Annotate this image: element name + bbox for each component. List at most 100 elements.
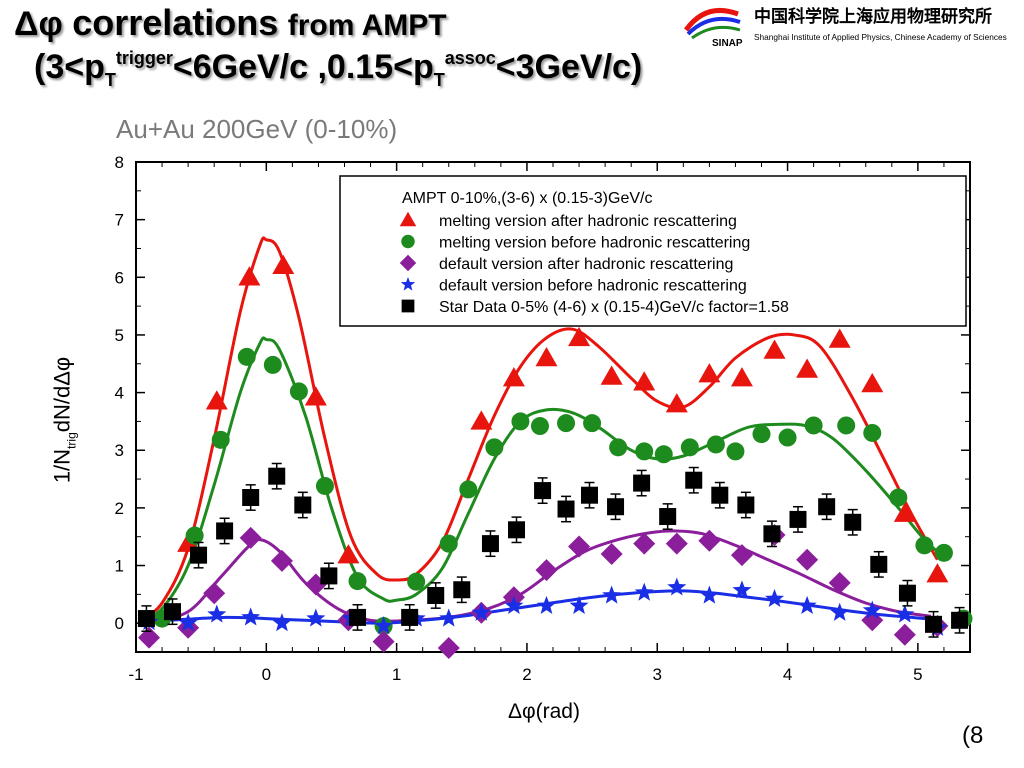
data-point-square — [925, 615, 943, 633]
data-point-star — [699, 585, 719, 604]
y-axis-label: 1/NtrigdN/dΔφ — [50, 357, 79, 483]
collision-system-label: Au+Au 200GeV (0-10%) — [116, 114, 398, 144]
data-point-square — [534, 482, 552, 500]
data-point-triangle — [861, 372, 884, 393]
data-point-square — [633, 474, 651, 492]
data-point-circle — [680, 438, 699, 457]
data-point-square — [870, 555, 888, 573]
data-point-square — [242, 489, 260, 507]
data-point-diamond — [372, 630, 395, 653]
data-point-triangle — [502, 367, 525, 387]
data-point-triangle — [828, 328, 851, 348]
y-tick-label: 8 — [115, 153, 124, 172]
data-point-diamond — [437, 636, 460, 659]
data-point-triangle — [238, 266, 261, 286]
legend-marker-diamond — [399, 254, 417, 272]
data-point-circle — [635, 442, 654, 461]
x-tick-label: 0 — [262, 665, 271, 684]
data-point-star — [765, 588, 785, 608]
data-point-diamond — [239, 526, 262, 549]
legend-label: melting version after hadronic rescatter… — [439, 213, 737, 230]
data-point-triangle — [600, 365, 623, 385]
data-point-triangle — [796, 358, 819, 378]
data-point-star — [862, 600, 882, 619]
data-point-diamond — [893, 623, 916, 646]
data-point-circle — [237, 347, 256, 366]
data-point-circle — [459, 480, 478, 499]
y-tick-label: 3 — [115, 441, 124, 460]
data-point-star — [536, 595, 556, 614]
legend-label: default version after hadronic rescatter… — [439, 256, 733, 273]
x-axis-label: Δφ(rad) — [508, 700, 580, 723]
data-point-star — [374, 616, 394, 635]
data-point-square — [216, 522, 234, 540]
y-tick-label: 1 — [115, 557, 124, 576]
data-point-star — [732, 580, 752, 599]
data-point-diamond — [828, 571, 851, 594]
sinap-abbrev: SINAP — [712, 38, 743, 49]
title-main: correlations — [72, 2, 279, 43]
data-point-square — [294, 496, 312, 514]
data-point-square — [580, 486, 598, 504]
data-point-square — [427, 587, 445, 605]
y-tick-label: 0 — [115, 614, 124, 633]
data-point-circle — [609, 438, 628, 457]
data-point-circle — [211, 430, 230, 449]
data-point-star — [178, 613, 198, 632]
legend-header: AMPT 0-10%,(3-6) x (0.15-3)GeV/c — [402, 190, 652, 207]
data-point-square — [401, 608, 419, 626]
y-tick-label: 4 — [115, 384, 124, 403]
data-point-triangle — [633, 371, 656, 391]
model-curve-2 — [148, 529, 932, 624]
data-point-triangle — [568, 326, 591, 347]
data-point-square — [737, 496, 755, 514]
data-point-circle — [934, 543, 953, 562]
legend-label: melting version before hadronic rescatte… — [439, 235, 750, 252]
data-point-square — [453, 581, 471, 599]
cuts-sub2: T — [433, 70, 445, 90]
y-axis-label-pre: 1/N — [49, 448, 75, 484]
y-tick-label: 6 — [115, 268, 124, 287]
data-point-triangle — [272, 254, 295, 275]
data-point-square — [898, 584, 916, 602]
data-point-triangle — [763, 339, 786, 359]
legend-label: Star Data 0-5% (4-6) x (0.15-4)GeV/c fac… — [439, 299, 789, 316]
data-point-star — [602, 585, 622, 604]
y-axis-label-post: dN/dΔφ — [49, 356, 75, 433]
data-point-triangle — [730, 367, 753, 387]
legend-marker-star — [400, 277, 416, 291]
data-point-circle — [348, 572, 367, 591]
kinematic-cuts-title: (3<pTtrigger<6GeV/c ,0.15<pTassoc<3GeV/c… — [34, 48, 642, 91]
legend-marker-circle — [401, 234, 415, 249]
data-point-square — [557, 500, 575, 518]
data-point-square — [268, 467, 286, 485]
data-point-circle — [439, 534, 458, 553]
cuts-sub1: T — [104, 70, 116, 90]
title-delta-phi: Δφ — [14, 5, 63, 43]
data-point-triangle — [698, 363, 721, 383]
x-tick-label: 5 — [913, 665, 922, 684]
x-tick-label: 2 — [522, 665, 531, 684]
slide-number: (8 — [962, 722, 984, 749]
data-point-triangle — [304, 386, 327, 406]
data-point-star — [272, 613, 292, 632]
data-point-star — [471, 602, 491, 621]
data-point-triangle — [893, 502, 916, 522]
data-point-diamond — [633, 532, 656, 555]
cuts-sup1: trigger — [115, 48, 173, 68]
data-point-triangle — [205, 390, 228, 410]
data-point-circle — [557, 414, 576, 433]
data-point-star — [207, 604, 227, 623]
model-curve-1 — [141, 336, 945, 622]
data-point-diamond — [665, 532, 688, 555]
data-point-circle — [706, 435, 725, 454]
data-point-square — [685, 471, 703, 489]
cuts-mid: <6GeV/c ,0.15<p — [172, 48, 434, 86]
data-point-square — [190, 546, 208, 564]
data-point-star — [569, 595, 589, 614]
x-tick-label: 1 — [392, 665, 401, 684]
data-point-circle — [863, 423, 882, 442]
data-point-diamond — [730, 544, 753, 567]
data-point-star — [439, 608, 459, 627]
data-point-diamond — [203, 582, 226, 605]
